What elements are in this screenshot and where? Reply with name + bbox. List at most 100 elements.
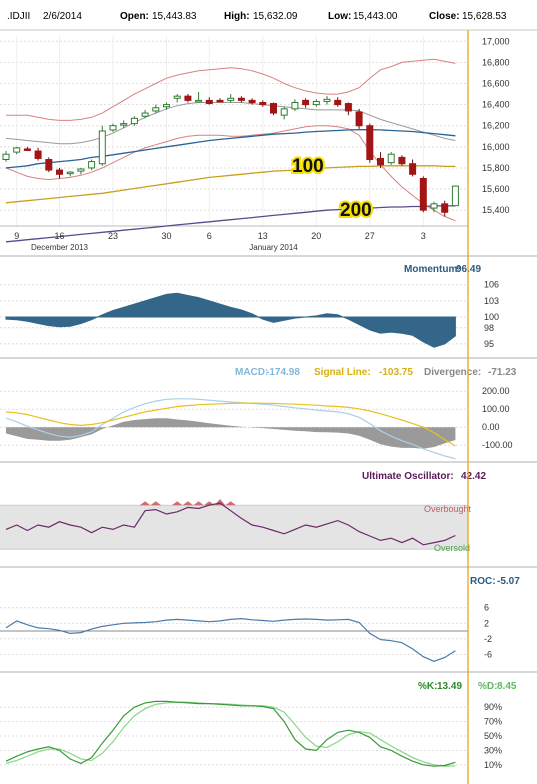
bb-mid-line xyxy=(5,102,456,145)
ma50-line xyxy=(5,129,456,169)
candle-body-15 xyxy=(163,104,170,108)
stochastic-d-line xyxy=(5,701,456,767)
candle-body-16 xyxy=(173,95,181,99)
macd-title: MACD: xyxy=(235,367,268,378)
high-title: High: xyxy=(224,11,250,22)
d-title: %D: xyxy=(478,681,497,692)
roc-panel: ROC: -5.07 6 2 -2 -6 xyxy=(0,576,520,662)
divergence-value: -71.23 xyxy=(488,367,517,378)
candle-body-24 xyxy=(259,102,267,106)
candle-body-2 xyxy=(23,148,31,151)
candle-body-20 xyxy=(216,99,224,103)
momentum-tick-0: 106 xyxy=(484,280,499,290)
ultimate-value: 42.42 xyxy=(461,471,486,482)
momentum-tick-4: 95 xyxy=(484,339,494,349)
d-value: 8.45 xyxy=(497,681,517,692)
candle-body-29 xyxy=(312,100,320,106)
stochastic-tick-2: 50% xyxy=(484,731,502,741)
x-day-label-3: 30 xyxy=(161,231,171,241)
signal-value: -103.75 xyxy=(379,367,413,378)
price-x-axis: 9 16 23 30 6 13 20 27 3 December 2013 January 2014 xyxy=(14,231,426,252)
price-tick-3: 16,400 xyxy=(482,100,510,110)
stochastic-k-line xyxy=(5,700,456,767)
macd-tick-2: 0.00 xyxy=(482,422,500,432)
x-day-label-1: 16 xyxy=(54,231,64,241)
stochastic-panel: %K: 13.49 %D: 8.45 90% 70% 50% 30% 10% xyxy=(0,681,517,770)
uo-overbought-fill xyxy=(139,499,236,506)
divergence-title: Divergence: xyxy=(424,367,481,378)
ma200-line xyxy=(5,205,456,243)
momentum-tick-3: 98 xyxy=(484,323,494,333)
candle-body-5 xyxy=(56,169,63,175)
candle-body-38 xyxy=(409,163,417,175)
candle-body-39 xyxy=(419,178,427,211)
close-value: 15,628.53 xyxy=(462,11,507,22)
candle-body-37 xyxy=(398,156,406,165)
candle-body-42 xyxy=(451,185,459,207)
ma100-line xyxy=(5,165,456,204)
signal-line xyxy=(5,402,456,447)
candle-body-10 xyxy=(109,125,117,131)
uo-line xyxy=(5,502,456,546)
open-title: Open: xyxy=(120,11,149,22)
ultimate-oscillator-panel: Ultimate Oscillator: 42.42 Overbought Ov… xyxy=(0,471,486,553)
macd-line xyxy=(5,398,456,460)
candle-body-1 xyxy=(13,147,21,153)
candle-body-13 xyxy=(141,112,149,117)
x-day-label-0: 9 xyxy=(14,231,19,241)
bb-upper-line xyxy=(6,58,456,121)
chart-header: .IDJII 2/6/2014 Open: 15,443.83 High: 15… xyxy=(7,11,507,22)
candle-body-28 xyxy=(302,99,310,106)
close-title: Close: xyxy=(429,11,460,22)
candle-body-7 xyxy=(77,168,85,172)
candle-body-41 xyxy=(441,203,449,213)
candle-body-18 xyxy=(195,99,203,103)
stochastic-grid xyxy=(0,706,468,766)
stochastic-tick-4: 10% xyxy=(484,760,502,770)
candle-body-35 xyxy=(377,157,384,166)
candle-body-9 xyxy=(98,130,106,165)
signal-title: Signal Line: xyxy=(314,367,371,378)
candle-body-36 xyxy=(387,153,395,164)
candle-body-32 xyxy=(344,103,352,112)
candle-body-21 xyxy=(227,97,235,101)
low-title: Low: xyxy=(328,11,351,22)
price-tick-4: 16,200 xyxy=(482,121,510,131)
x-day-label-5: 13 xyxy=(258,231,268,241)
ma200-label: 200 xyxy=(340,200,372,221)
roc-line xyxy=(5,617,456,662)
candle-body-0 xyxy=(2,153,10,161)
roc-tick-2: -2 xyxy=(484,634,492,644)
candle-body-30 xyxy=(323,98,331,102)
roc-title: ROC: xyxy=(470,576,496,587)
candle-body-22 xyxy=(237,97,245,101)
x-day-label-2: 23 xyxy=(108,231,118,241)
x-day-label-6: 20 xyxy=(311,231,321,241)
price-tick-7: 15,600 xyxy=(482,184,510,194)
candle-body-3 xyxy=(34,150,42,159)
candle-body-11 xyxy=(120,123,128,126)
stochastic-tick-3: 30% xyxy=(484,745,502,755)
candle-body-33 xyxy=(355,111,363,127)
divergence-area xyxy=(6,418,456,449)
ultimate-title: Ultimate Oscillator: xyxy=(362,471,454,482)
momentum-series xyxy=(5,292,456,348)
momentum-tick-1: 103 xyxy=(484,296,499,306)
stochastic-y-axis: 90% 70% 50% 30% 10% xyxy=(484,702,502,770)
low-value: 15,443.00 xyxy=(353,11,398,22)
price-y-axis: 17,000 16,800 16,600 16,400 16,200 16,000 15,8… xyxy=(482,36,510,215)
macd-y-axis: 200.00 100.00 0.00 -100.00 xyxy=(482,386,513,450)
price-tick-2: 16,600 xyxy=(482,79,510,89)
x-day-label-8: 3 xyxy=(421,231,426,241)
price-tick-1: 16,800 xyxy=(482,57,510,67)
candle-body-14 xyxy=(152,107,160,112)
candle-body-6 xyxy=(66,171,74,175)
price-tick-6: 15,800 xyxy=(482,163,510,173)
overbought-label: Overbought xyxy=(424,504,472,514)
candlesticks xyxy=(2,91,459,217)
momentum-value: 96.49 xyxy=(456,264,481,275)
macd-value: -174.98 xyxy=(266,367,300,378)
candle-body-17 xyxy=(184,95,192,101)
